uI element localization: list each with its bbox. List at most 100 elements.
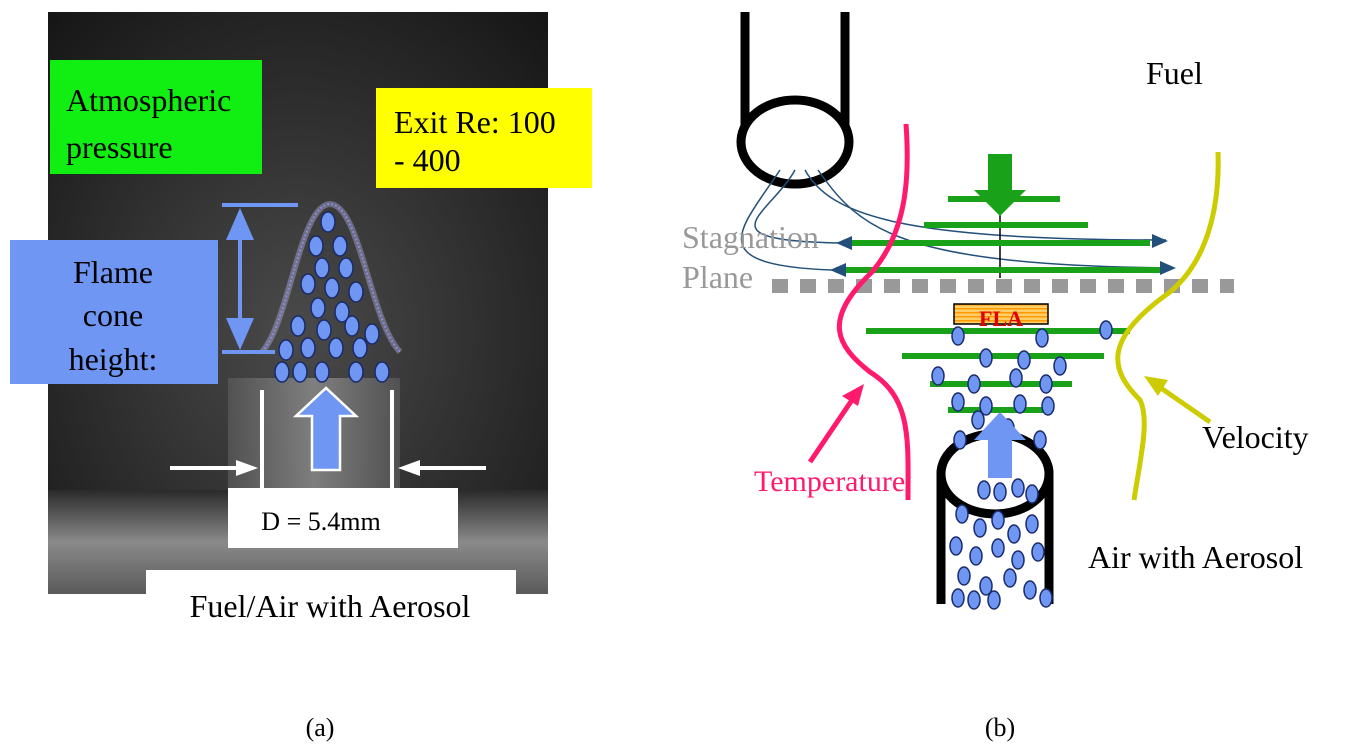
droplet	[949, 536, 963, 556]
fuel-nozzle-opening	[736, 95, 854, 189]
droplet	[374, 361, 390, 383]
droplet	[1009, 368, 1023, 388]
droplet	[1011, 550, 1025, 570]
droplet	[314, 257, 330, 279]
droplet	[991, 510, 1005, 530]
exit-re-label-line1: Exit Re: 100	[394, 104, 556, 140]
bar-3-head-right	[1152, 234, 1168, 248]
droplet	[971, 410, 985, 430]
droplet	[344, 315, 360, 337]
droplet	[977, 480, 991, 500]
velocity-pointer-shaft	[1156, 383, 1212, 425]
droplet	[320, 211, 336, 233]
pressure-box	[50, 60, 262, 174]
diameter-box	[228, 488, 458, 548]
droplet	[310, 297, 326, 319]
bottom-label-box	[146, 570, 516, 632]
droplet	[967, 374, 981, 394]
height-arrow-head-top	[226, 208, 254, 240]
droplet	[1003, 568, 1017, 588]
droplet	[1023, 580, 1037, 600]
droplet	[991, 538, 1005, 558]
droplet	[334, 301, 350, 323]
droplet	[300, 273, 316, 295]
droplet	[987, 590, 1001, 610]
droplet	[1035, 328, 1049, 348]
droplet	[1025, 514, 1039, 534]
panel-a: Atmospheric pressure Exit Re: 100 - 400 …	[10, 12, 592, 742]
droplet	[1099, 320, 1113, 340]
droplet	[1039, 588, 1053, 608]
pressure-label-line2: pressure	[66, 129, 173, 165]
temperature-pointer-head	[842, 384, 864, 406]
droplet	[931, 366, 945, 386]
flame-zone-label: FLA	[979, 306, 1023, 331]
droplet	[1017, 350, 1031, 370]
droplet	[1025, 484, 1039, 504]
droplet	[314, 361, 330, 383]
droplet	[957, 566, 971, 586]
droplet	[1033, 430, 1047, 450]
droplet	[979, 576, 993, 596]
streamline-right-1	[804, 169, 1167, 241]
droplet	[955, 504, 969, 524]
diameter-arrow-right-head	[398, 460, 420, 476]
droplets-a	[274, 211, 390, 383]
droplet	[951, 326, 965, 346]
droplet	[300, 337, 316, 359]
droplet	[352, 337, 368, 359]
droplet	[348, 281, 364, 303]
bar-4-head-left	[830, 263, 846, 277]
diameter-label: D = 5.4mm	[261, 507, 380, 536]
streamline-left-1	[754, 169, 839, 244]
droplet	[348, 361, 364, 383]
droplet	[979, 348, 993, 368]
droplet	[290, 315, 306, 337]
temperature-label: Temperature	[754, 465, 905, 498]
stagnation-label-line2: Plane	[682, 259, 753, 295]
flow-up-arrow	[292, 386, 360, 472]
droplet	[1041, 396, 1055, 416]
caption-b: (b)	[985, 713, 1015, 742]
droplet	[274, 361, 290, 383]
bar-4-head-right	[1160, 261, 1176, 275]
droplet	[993, 482, 1007, 502]
velocity-profile	[1115, 151, 1221, 501]
velocity-label: Velocity	[1202, 419, 1309, 455]
bar-3-head-left	[836, 236, 852, 250]
pressure-label-line1: Atmospheric	[66, 82, 231, 118]
exit-re-label-line2: - 400	[394, 142, 461, 178]
fuel-down-arrow	[974, 154, 1026, 216]
droplet	[1031, 542, 1045, 562]
droplet	[308, 235, 324, 257]
panel-b: Stagnation Plane FLA Fuel Velocity Tempe…	[682, 12, 1309, 742]
stagnation-label-line1: Stagnation	[682, 219, 819, 255]
droplet	[1039, 374, 1053, 394]
air-up-arrow	[974, 412, 1026, 478]
droplet	[278, 339, 294, 361]
temperature-profile	[837, 123, 911, 501]
droplet	[364, 323, 380, 345]
droplet	[316, 319, 332, 341]
flame-height-label-line1: Flame	[73, 254, 153, 290]
flame-zone-box	[953, 303, 1049, 325]
height-arrow-head-bottom	[226, 318, 254, 350]
flame-cone-outline	[261, 202, 401, 353]
velocity-pointer-head	[1144, 376, 1168, 396]
droplet	[953, 430, 967, 450]
droplet	[324, 277, 340, 299]
droplet	[332, 235, 348, 257]
droplet	[1007, 524, 1021, 544]
droplet	[967, 590, 981, 610]
bottom-label: Fuel/Air with Aerosol	[190, 588, 471, 624]
flame-height-box	[10, 240, 218, 384]
droplet	[338, 257, 354, 279]
droplet	[1053, 356, 1067, 376]
diameter-arrow-left-head	[236, 460, 258, 476]
droplets-b	[931, 320, 1113, 610]
droplet	[969, 546, 983, 566]
droplet	[951, 588, 965, 608]
temperature-pointer-shaft	[807, 398, 855, 464]
caption-a: (a)	[306, 713, 335, 742]
droplet	[1013, 394, 1027, 414]
